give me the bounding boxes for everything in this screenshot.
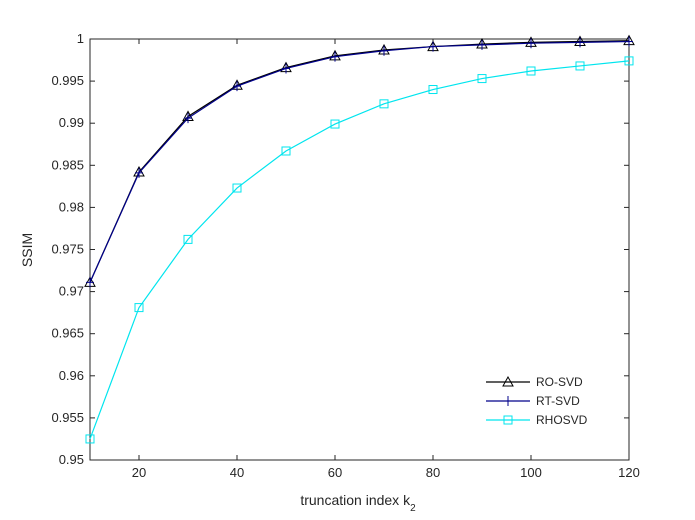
legend-label: RHOSVD [536,413,588,427]
legend-items: RO-SVD RT-SVD RHOSVD [486,375,588,427]
axis-tick-labels: 20 40 60 80 100 120 0.95 0.955 0.96 0.965 0.97 0.97… [51,31,639,480]
y-tick-label: 1 [77,31,84,46]
x-tick-label: 20 [132,465,146,480]
data-point-rhosvd [134,303,144,313]
series-line-rhosvd [89,60,630,440]
legend-label: RT-SVD [536,394,580,408]
data-point-rt-svd [625,36,633,47]
data-point-rt-svd [527,38,535,49]
data-point-rhosvd [526,66,536,76]
data-point-rhosvd [330,119,340,129]
y-tick-label: 0.995 [51,73,84,88]
x-axis-label: truncation index k2 [300,492,416,514]
y-tick-label: 0.955 [51,410,84,425]
series-line-ro-svd [89,40,630,283]
data-point-rhosvd [232,183,242,193]
y-tick-label: 0.975 [51,242,84,257]
data-point-rt-svd [86,277,94,288]
data-point-rt-svd [282,63,290,74]
y-tick-label: 0.98 [59,199,84,214]
series-rt-svd [86,36,633,288]
legend: RO-SVD RT-SVD RHOSVD [478,369,618,433]
x-tick-label: 40 [230,465,244,480]
data-point-rt-svd [478,39,486,50]
x-axis-label-subscript: 2 [410,503,416,514]
data-point-rt-svd [576,37,584,48]
data-point-rhosvd [477,74,487,84]
y-tick-label: 0.96 [59,368,84,383]
x-tick-label: 80 [426,465,440,480]
data-point-rhosvd [575,61,585,71]
data-point-rt-svd [233,81,241,92]
data-point-rt-svd [135,167,143,178]
data-point-rt-svd [184,113,192,124]
legend-item-rt-svd: RT-SVD [486,394,580,408]
legend-label: RO-SVD [536,375,583,389]
x-axis-label-main: truncation index k [300,492,411,508]
square-marker [503,415,513,425]
legend-item-ro-svd: RO-SVD [486,375,583,389]
series-layer [84,34,635,444]
data-point-rt-svd [331,51,339,62]
triangle-marker [502,375,514,387]
data-point-rhosvd [624,56,634,66]
series-line-rt-svd [89,40,630,283]
y-tick-label: 0.965 [51,326,84,341]
data-point-rhosvd [183,234,193,244]
y-tick-label: 0.99 [59,115,84,130]
series-rhosvd [85,56,634,444]
data-point-rt-svd [380,45,388,56]
data-point-rhosvd [85,434,95,444]
x-tick-label: 60 [328,465,342,480]
data-point-rhosvd [281,146,291,156]
legend-item-rhosvd: RHOSVD [486,413,588,427]
data-point-rhosvd [379,99,389,109]
data-point-rhosvd [428,85,438,95]
x-tick-label: 120 [618,465,640,480]
x-tick-label: 100 [520,465,542,480]
y-tick-label: 0.97 [59,284,84,299]
plus-marker [504,396,512,406]
y-tick-label: 0.985 [51,157,84,172]
y-tick-label: 0.95 [59,452,84,467]
data-point-rt-svd [429,41,437,52]
y-axis-label: SSIM [19,233,35,267]
